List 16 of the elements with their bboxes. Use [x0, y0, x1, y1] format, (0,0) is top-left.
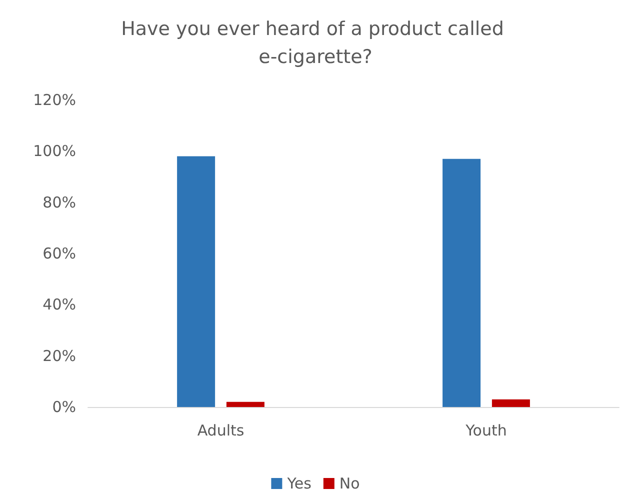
bar	[177, 156, 216, 407]
x-tick-label: Adults	[197, 422, 244, 440]
y-tick-label: 40%	[42, 296, 76, 314]
y-tick-label: 100%	[33, 142, 76, 160]
y-tick-label: 120%	[33, 91, 76, 109]
chart-title: Have you ever heard of a product called e-cigarette?	[121, 18, 510, 68]
legend-label: No	[339, 474, 360, 492]
y-tick-label: 60%	[42, 244, 76, 262]
x-tick-label: Youth	[464, 422, 507, 440]
bar	[442, 158, 481, 407]
bar	[492, 399, 530, 407]
legend-label: Yes	[286, 474, 312, 492]
y-tick-label: 0%	[52, 398, 76, 416]
y-tick-label: 80%	[42, 193, 76, 212]
bar	[226, 402, 264, 407]
y-tick-label: 20%	[42, 346, 76, 365]
